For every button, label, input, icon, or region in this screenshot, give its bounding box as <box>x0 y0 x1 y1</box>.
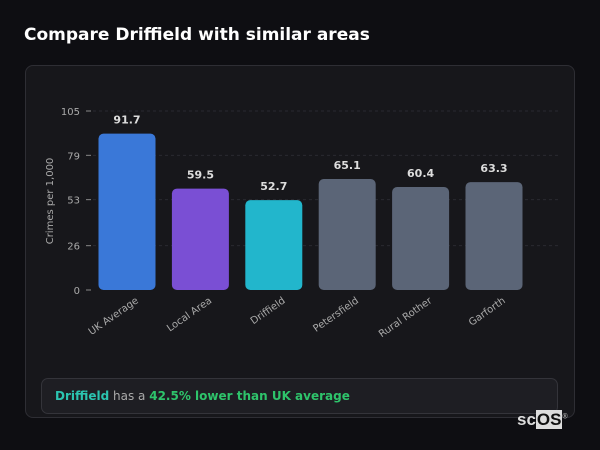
data-label: 52.7 <box>260 180 287 193</box>
x-tick-label: Driffield <box>249 295 288 327</box>
data-label: 60.4 <box>407 167 434 180</box>
summary-stat: 42.5% lower than UK average <box>149 389 350 403</box>
x-tick-label: Local Area <box>165 295 214 334</box>
x-tick-label: UK Average <box>87 295 141 337</box>
bar <box>98 133 156 290</box>
logo-text-box: OS <box>535 410 563 429</box>
page-title: Compare Driffield with similar areas <box>24 25 370 45</box>
y-axis-label: Crimes per 1,000 <box>45 158 56 245</box>
y-tick-label: 53 <box>67 196 80 207</box>
y-tick-label: 105 <box>61 107 80 118</box>
y-tick-label: 79 <box>67 151 80 162</box>
logo-mark: ® <box>562 413 568 421</box>
bar <box>318 179 376 290</box>
x-tick-label: Rural Rother <box>377 295 435 340</box>
summary-text: has a <box>109 389 150 403</box>
bar <box>171 188 229 290</box>
data-label: 91.7 <box>113 114 140 127</box>
data-label: 59.5 <box>187 169 214 182</box>
x-tick-label: Petersfield <box>311 295 361 334</box>
summary-box: Driffield has a 42.5% lower than UK aver… <box>41 378 558 414</box>
bar <box>245 200 303 290</box>
data-label: 65.1 <box>334 159 361 172</box>
data-label: 63.3 <box>480 162 507 175</box>
summary-area: Driffield <box>55 389 110 403</box>
y-tick-label: 0 <box>74 286 80 297</box>
bar <box>392 187 450 290</box>
logo-text: sc <box>517 410 536 429</box>
bar <box>465 182 523 290</box>
y-tick-label: 26 <box>67 242 80 253</box>
logo: scOS® <box>517 410 568 430</box>
x-tick-label: Garforth <box>467 295 508 328</box>
